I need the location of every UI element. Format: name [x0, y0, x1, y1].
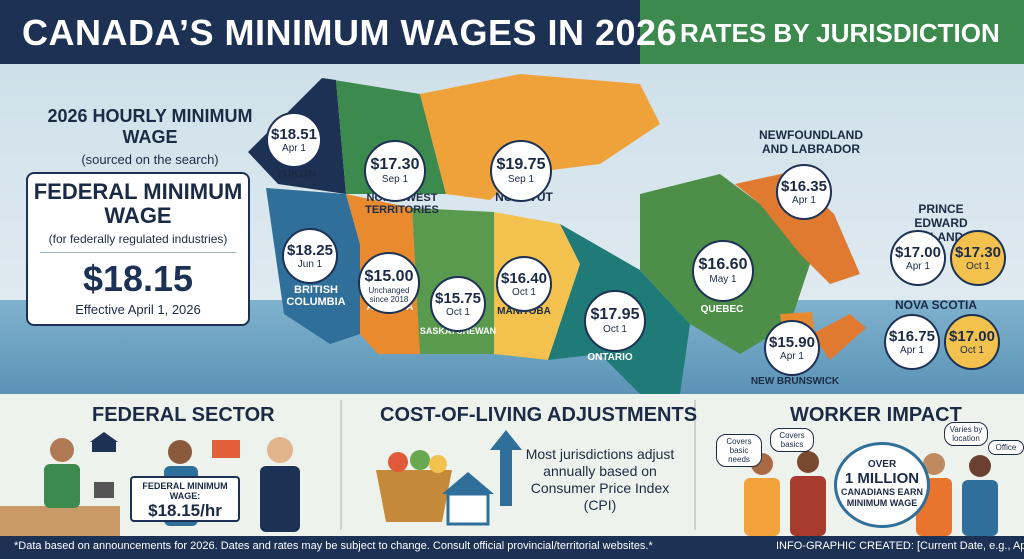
speech-bubble: Varies by location — [944, 422, 988, 446]
page-subtitle: RATES BY JURISDICTION — [680, 18, 1000, 48]
house-icon — [442, 472, 494, 494]
hourly-wage-heading: 2026 HOURLY MINIMUM WAGE — [47, 106, 253, 147]
basket-icon — [376, 470, 452, 522]
federal-wage-title: FEDERAL MINIMUM WAGE — [33, 179, 243, 228]
header-subtitle-banner — [640, 0, 1024, 64]
postal-worker-icon — [168, 440, 192, 464]
worker-icon — [797, 451, 819, 473]
label-yukon: YUKON — [276, 168, 316, 180]
federal-wage-amount: $18.15 — [82, 258, 194, 299]
speech-bubble: Covers basic needs — [716, 434, 762, 467]
rate-nb: $15.90 Apr 1 — [764, 320, 820, 376]
wage-sign-value: $18.15/hr — [148, 501, 222, 520]
rate-sask: $15.75 Oct 1 — [430, 276, 486, 332]
worker-icon — [50, 438, 74, 462]
pilot-icon — [267, 437, 293, 463]
footer-disclaimer: *Data based on announcements for 2026. D… — [14, 540, 653, 552]
rate-ns-apr: $16.75 Apr 1 — [884, 314, 940, 370]
region-nunavut-shape — [420, 74, 660, 200]
rate-quebec: $16.60 May 1 — [692, 240, 754, 302]
speech-bubble: Covers basics — [770, 428, 814, 452]
label-nl: NEWFOUNDLAND AND LABRADOR — [759, 128, 863, 156]
divider — [694, 400, 696, 530]
construction-worker-icon — [923, 453, 945, 475]
rate-nl: $16.35 Apr 1 — [776, 164, 832, 220]
million-badge: OVER 1 MILLION CANADIANS EARN MINIMUM WA… — [834, 442, 930, 528]
cola-heading: COST-OF-LIVING ADJUSTMENTS — [380, 404, 698, 426]
federal-wage-note: (for federally regulated industries) — [48, 232, 228, 246]
office-worker-icon — [969, 455, 991, 477]
rate-nwt: $17.30 Sep 1 — [364, 140, 426, 202]
divider — [40, 252, 236, 253]
federal-wage-card: FEDERAL MINIMUM WAGE (for federally regu… — [26, 172, 250, 326]
mail-icon — [212, 440, 240, 458]
computer-icon — [94, 482, 114, 498]
rate-yukon: $18.51 Apr 1 — [266, 112, 322, 168]
region-nl-shape — [735, 172, 860, 284]
cola-illustration — [376, 430, 522, 526]
arrow-up-icon — [490, 430, 522, 450]
label-quebec: QUEBEC — [700, 304, 744, 315]
workers-illustration — [744, 451, 998, 536]
rate-pei-apr: $17.00 Apr 1 — [890, 230, 946, 286]
rate-manitoba: $16.40 Oct 1 — [496, 256, 552, 312]
rate-bc: $18.25 Jun 1 — [282, 228, 338, 284]
rate-nunavut: $19.75 Sep 1 — [490, 140, 552, 202]
label-ontario: ONTARIO — [587, 352, 633, 363]
federal-wage-effective: Effective April 1, 2026 — [75, 302, 201, 317]
label-ns: NOVA SCOTIA — [894, 298, 977, 312]
worker-impact-heading: WORKER IMPACT — [790, 404, 962, 426]
divider — [340, 400, 342, 530]
bank-icon — [90, 432, 118, 442]
footer-bar — [0, 536, 1024, 559]
sourced-note: (sourced on the search) — [81, 152, 219, 167]
cola-text: Most jurisdictions adjust annually based… — [525, 446, 675, 513]
rate-ns-oct: $17.00 Oct 1 — [944, 314, 1000, 370]
label-nb: NEW BRUNSWICK — [750, 376, 840, 387]
federal-wage-sign: FEDERAL MINIMUM WAGE: $18.15/hr — [130, 476, 240, 522]
rate-alberta: $15.00 Unchanged since 2018 — [358, 252, 420, 314]
header-banner — [0, 0, 660, 64]
label-bc: BRITISH COLUMBIA — [286, 284, 346, 308]
federal-sector-heading: FEDERAL SECTOR — [92, 404, 275, 426]
footer-created: INFO-GRAPHIC CREATED: [Current Date, e.g… — [776, 540, 1024, 552]
region-ns-shape — [812, 314, 866, 360]
speech-bubble: Office — [988, 440, 1024, 455]
rate-ontario: $17.95 Oct 1 — [584, 290, 646, 352]
page-title: CANADA’S MINIMUM WAGES IN 2026 — [22, 12, 678, 53]
wage-sign-label: FEDERAL MINIMUM WAGE: — [142, 481, 228, 501]
rate-pei-oct: $17.30 Oct 1 — [950, 230, 1006, 286]
